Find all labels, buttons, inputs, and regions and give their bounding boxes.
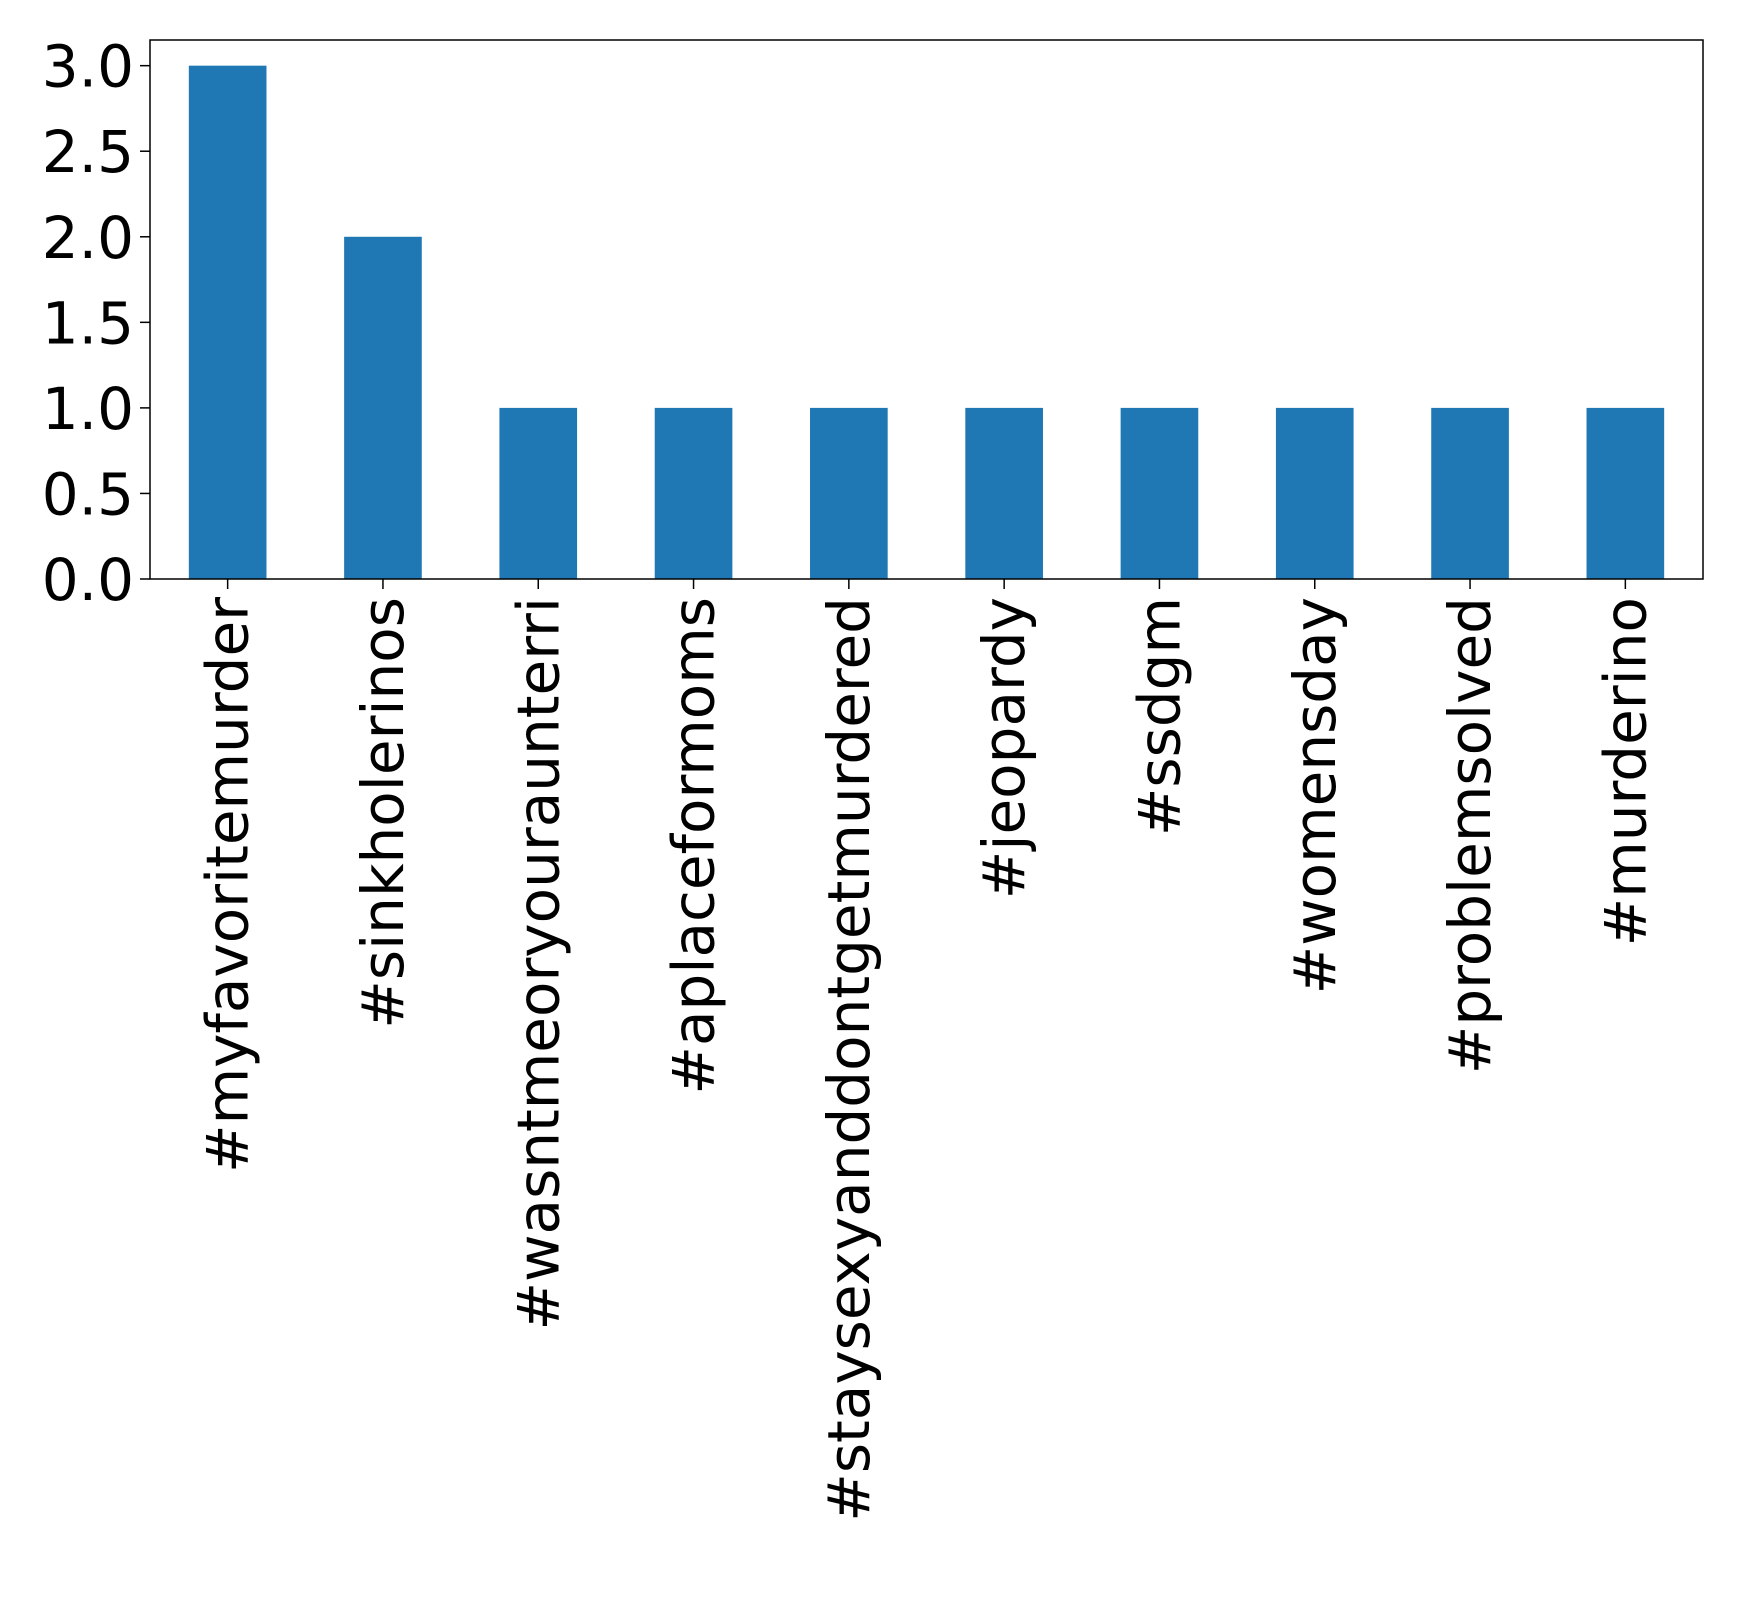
x-tick-label-sinkholerinos: #sinkholerinos: [349, 597, 417, 1029]
bar-murderino: [1586, 407, 1665, 579]
bar-sinkholerinos: [344, 236, 422, 579]
bars-group: [188, 65, 1665, 579]
y-tick-label: 0.5: [42, 460, 134, 528]
bar-myfavoritemurder: [188, 65, 267, 579]
bar-problemsolved: [1431, 407, 1509, 579]
x-tick-label-womensday: #womensday: [1281, 597, 1349, 994]
x-tick-label-problemsolved: #problemsolved: [1436, 597, 1504, 1074]
bar-aplaceformoms: [654, 407, 733, 579]
y-axis: 0.0 0.5 1.0 1.5 2.0 2.5 3.0: [42, 33, 150, 614]
x-tick-label-staysexyanddontgetmurdered: #staysexyanddontgetmurdered: [815, 597, 883, 1522]
y-tick-label: 3.0: [42, 33, 134, 101]
y-tick-label: 1.0: [42, 375, 134, 443]
x-tick-label-aplaceformoms: #aplaceformoms: [660, 597, 728, 1095]
bar-womensday: [1275, 407, 1354, 579]
x-tick-label-murderino: #murderino: [1591, 597, 1659, 946]
y-tick-label: 2.5: [42, 118, 134, 186]
bar-wasntmeoryouraunterri: [499, 407, 578, 579]
x-tick-label-ssdgm: #ssdgm: [1125, 597, 1193, 836]
y-tick-label: 1.5: [42, 289, 134, 357]
y-tick-label: 2.0: [42, 204, 134, 272]
bar-staysexyanddontgetmurdered: [810, 407, 888, 579]
plot-frame: [149, 39, 1704, 580]
bar-ssdgm: [1120, 407, 1199, 579]
y-tick-label: 0.0: [42, 546, 134, 614]
x-tick-label-jeopardy: #jeopardy: [970, 597, 1038, 899]
x-tick-label-wasntmeoryouraunterri: #wasntmeoryouraunterri: [504, 597, 572, 1331]
x-tick-label-myfavoritemurder: #myfavoritemurder: [194, 597, 262, 1173]
x-axis: #myfavoritemurder #sinkholerinos #wasntmeo…: [194, 579, 1659, 1522]
bar-jeopardy: [965, 407, 1043, 579]
